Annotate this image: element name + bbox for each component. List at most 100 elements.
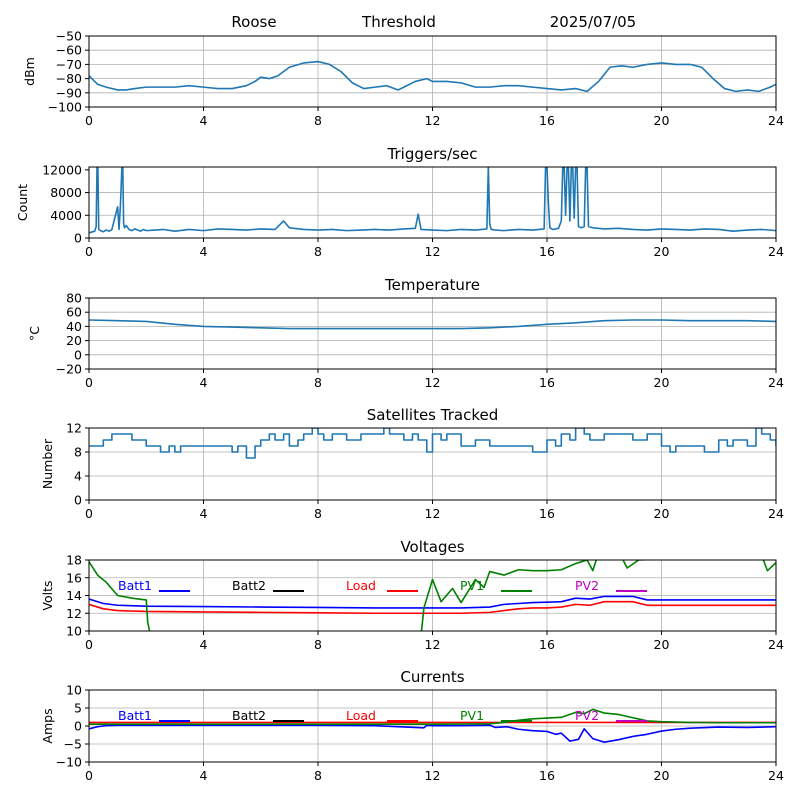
header-station: Roose (231, 13, 276, 31)
legend-label-batt1: Batt1 (118, 708, 152, 723)
panel-voltages: 0 4 8 12 16 20 24 10 12 14 16 18 Voltages Volts Batt1 B… (40, 538, 784, 652)
panel-satellites: 0 4 8 12 16 20 24 0 4 8 12 Satellites Tracked Number (40, 406, 784, 521)
x-tick-label: 12 (425, 768, 441, 783)
x-tick-label: 4 (200, 768, 208, 783)
x-tick-label: 4 (200, 637, 208, 652)
y-tick-label: −90 (56, 85, 82, 100)
x-tick-label: 16 (539, 113, 555, 128)
x-tick-label: 24 (768, 113, 784, 128)
y-tick-label: 4000 (50, 208, 82, 223)
y-tick-label: 16 (66, 570, 82, 585)
x-tick-label: 20 (654, 506, 670, 521)
y-tick-label: 10 (66, 624, 82, 639)
x-tick-label: 8 (314, 768, 322, 783)
panel-triggers: 0 4 8 12 16 20 24 0 4000 8000 12000 Triggers/sec Cou… (15, 145, 784, 259)
series-line-pv1 (89, 708, 776, 725)
x-tick-label: 16 (539, 637, 555, 652)
x-tick-label: 20 (654, 113, 670, 128)
x-tick-label: 20 (654, 375, 670, 390)
y-tick-label: 0 (74, 347, 82, 362)
y-tick-label: −10 (56, 755, 82, 770)
series-line-rssi (89, 60, 776, 93)
legend-label-batt2: Batt2 (232, 578, 266, 593)
x-tick-label: 24 (768, 637, 784, 652)
y-axis-label: Count (15, 184, 30, 221)
x-tick-label: 16 (539, 375, 555, 390)
x-tick-label: 20 (654, 637, 670, 652)
y-tick-label: −50 (56, 29, 82, 44)
y-tick-label: −60 (56, 43, 82, 58)
y-tick-label: −80 (56, 71, 82, 86)
x-tick-label: 4 (200, 506, 208, 521)
legend-label-batt1: Batt1 (118, 578, 152, 593)
y-tick-label: 0 (74, 719, 82, 734)
y-tick-label: −70 (56, 57, 82, 72)
series-line-batt1 (89, 595, 776, 609)
x-tick-label: 4 (200, 375, 208, 390)
y-tick-label: 0 (74, 493, 82, 508)
y-tick-label: 14 (66, 588, 82, 603)
y-tick-label: −20 (56, 362, 82, 377)
x-tick-label: 8 (314, 113, 322, 128)
x-tick-label: 4 (200, 244, 208, 259)
x-tick-label: 8 (314, 637, 322, 652)
header-label: Threshold (361, 13, 436, 31)
x-tick-label: 16 (539, 244, 555, 259)
y-tick-label: 5 (74, 701, 82, 716)
panel-title: Currents (400, 668, 464, 686)
x-tick-label: 20 (654, 244, 670, 259)
panel-title: Satellites Tracked (367, 406, 498, 424)
y-tick-label: 20 (66, 333, 82, 348)
x-tick-label: 12 (425, 637, 441, 652)
x-tick-label: 12 (425, 506, 441, 521)
y-tick-label: 4 (74, 469, 82, 484)
x-tick-label: 0 (85, 768, 93, 783)
series-line-load (89, 600, 776, 615)
legend-label-pv2: PV2 (575, 578, 599, 593)
panel-title: Voltages (400, 538, 464, 556)
y-tick-label: 0 (74, 231, 82, 246)
y-axis-label: °C (27, 326, 42, 341)
y-tick-label: 12000 (42, 162, 82, 177)
panel-title: Temperature (384, 276, 480, 294)
series-line-pv1 (89, 560, 776, 631)
x-tick-label: 0 (85, 375, 93, 390)
x-tick-label: 24 (768, 768, 784, 783)
x-tick-label: 24 (768, 506, 784, 521)
series-line-sats (89, 428, 776, 459)
x-tick-label: 24 (768, 244, 784, 259)
x-tick-label: 20 (654, 768, 670, 783)
panel-title: Triggers/sec (387, 145, 478, 163)
legend-label-load: Load (346, 708, 376, 723)
y-tick-label: 18 (66, 553, 82, 568)
y-axis-label: Volts (40, 580, 55, 610)
x-tick-label: 0 (85, 506, 93, 521)
panel-currents: 0 4 8 12 16 20 24 −10 −5 0 5 10 Currents Amps Batt1 Bat… (40, 668, 784, 783)
y-tick-label: 8000 (50, 185, 82, 200)
y-tick-label: 60 (66, 305, 82, 320)
y-tick-label: −100 (48, 100, 82, 115)
y-tick-label: 12 (66, 421, 82, 436)
y-axis-label: dBm (22, 57, 37, 86)
y-axis-label: Number (40, 438, 55, 489)
x-tick-label: 8 (314, 244, 322, 259)
y-tick-label: 8 (74, 445, 82, 460)
legend-label-load: Load (346, 578, 376, 593)
legend-label-batt2: Batt2 (232, 708, 266, 723)
panel-rssi: 0 4 8 12 16 20 24 −100−90−80−70−60−50 dBm (22, 29, 784, 129)
x-tick-label: 8 (314, 506, 322, 521)
y-tick-label: −5 (64, 737, 82, 752)
legend-label-pv1: PV1 (460, 578, 484, 593)
y-tick-label: 12 (66, 606, 82, 621)
y-axis-label: Amps (40, 708, 55, 743)
x-tick-label: 16 (539, 506, 555, 521)
x-tick-label: 0 (85, 113, 93, 128)
series-line-batt1 (89, 724, 776, 743)
x-tick-label: 8 (314, 375, 322, 390)
y-tick-label: 80 (66, 291, 82, 306)
header-date: 2025/07/05 (550, 13, 636, 31)
x-tick-label: 0 (85, 637, 93, 652)
